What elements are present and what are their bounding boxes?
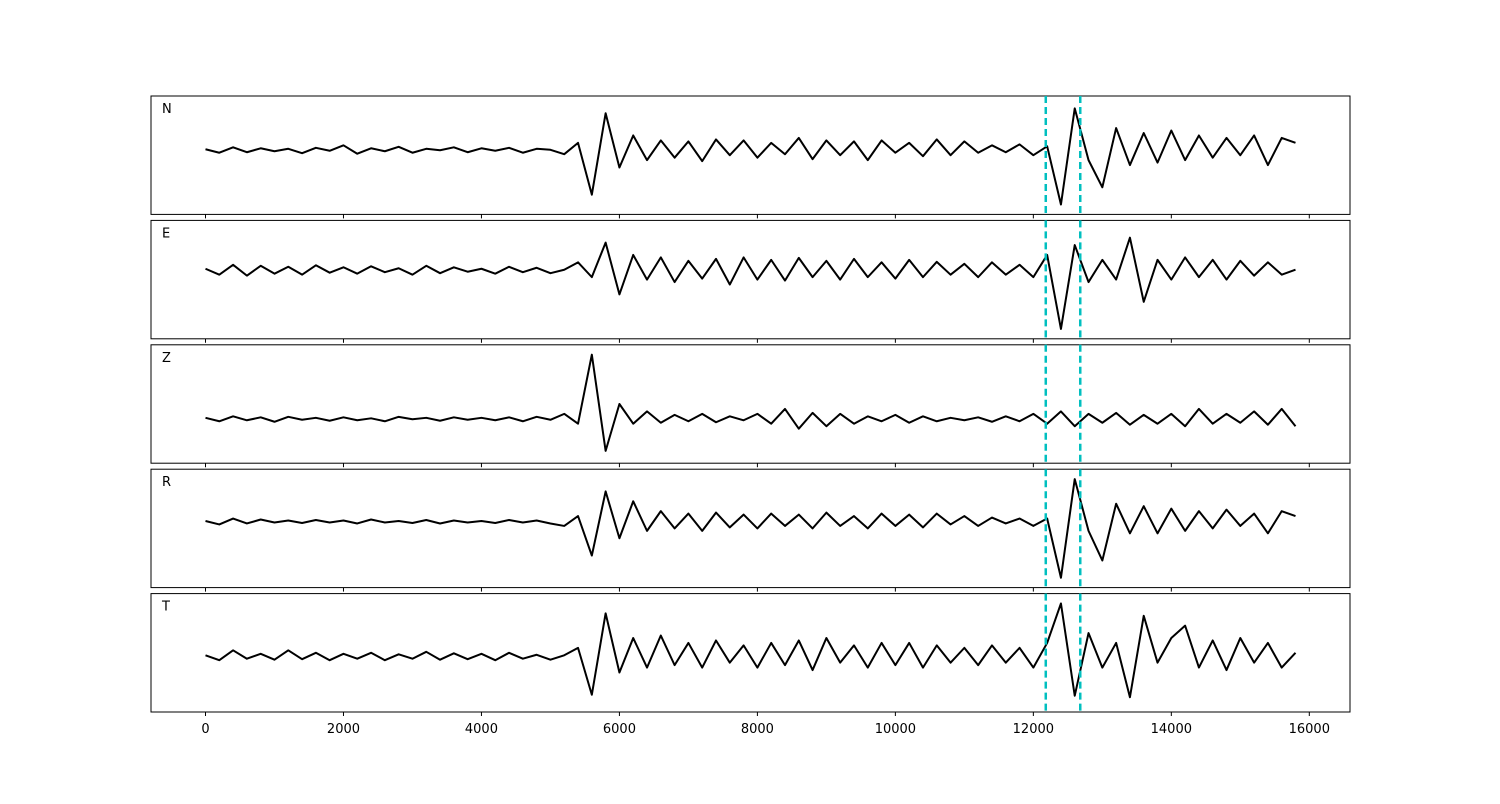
x-tick-label: 0 — [201, 722, 209, 737]
x-tick-label: 2000 — [327, 722, 360, 737]
x-tick-label: 4000 — [465, 722, 498, 737]
panel-label: T — [161, 600, 170, 615]
trace — [205, 353, 1297, 452]
panel-frame — [150, 593, 1351, 713]
panel-label: N — [162, 102, 172, 117]
panel-label: E — [162, 226, 170, 241]
panel-frame — [150, 468, 1351, 589]
x-tick-label: 10000 — [875, 722, 916, 737]
panel-frame — [150, 95, 1351, 215]
x-tick-label: 6000 — [603, 722, 636, 737]
trace — [205, 478, 1296, 579]
x-tick-label: 8000 — [741, 722, 774, 737]
trace — [205, 602, 1297, 699]
panel-frame — [150, 344, 1351, 464]
panel-label: R — [162, 475, 171, 490]
x-tick-label: 12000 — [1013, 722, 1054, 737]
x-tick-label: 14000 — [1151, 722, 1192, 737]
panel-label: Z — [162, 351, 171, 366]
trace — [205, 107, 1296, 206]
trace — [205, 236, 1296, 330]
x-tick-label: 16000 — [1289, 722, 1330, 737]
panel-frame — [150, 219, 1351, 340]
